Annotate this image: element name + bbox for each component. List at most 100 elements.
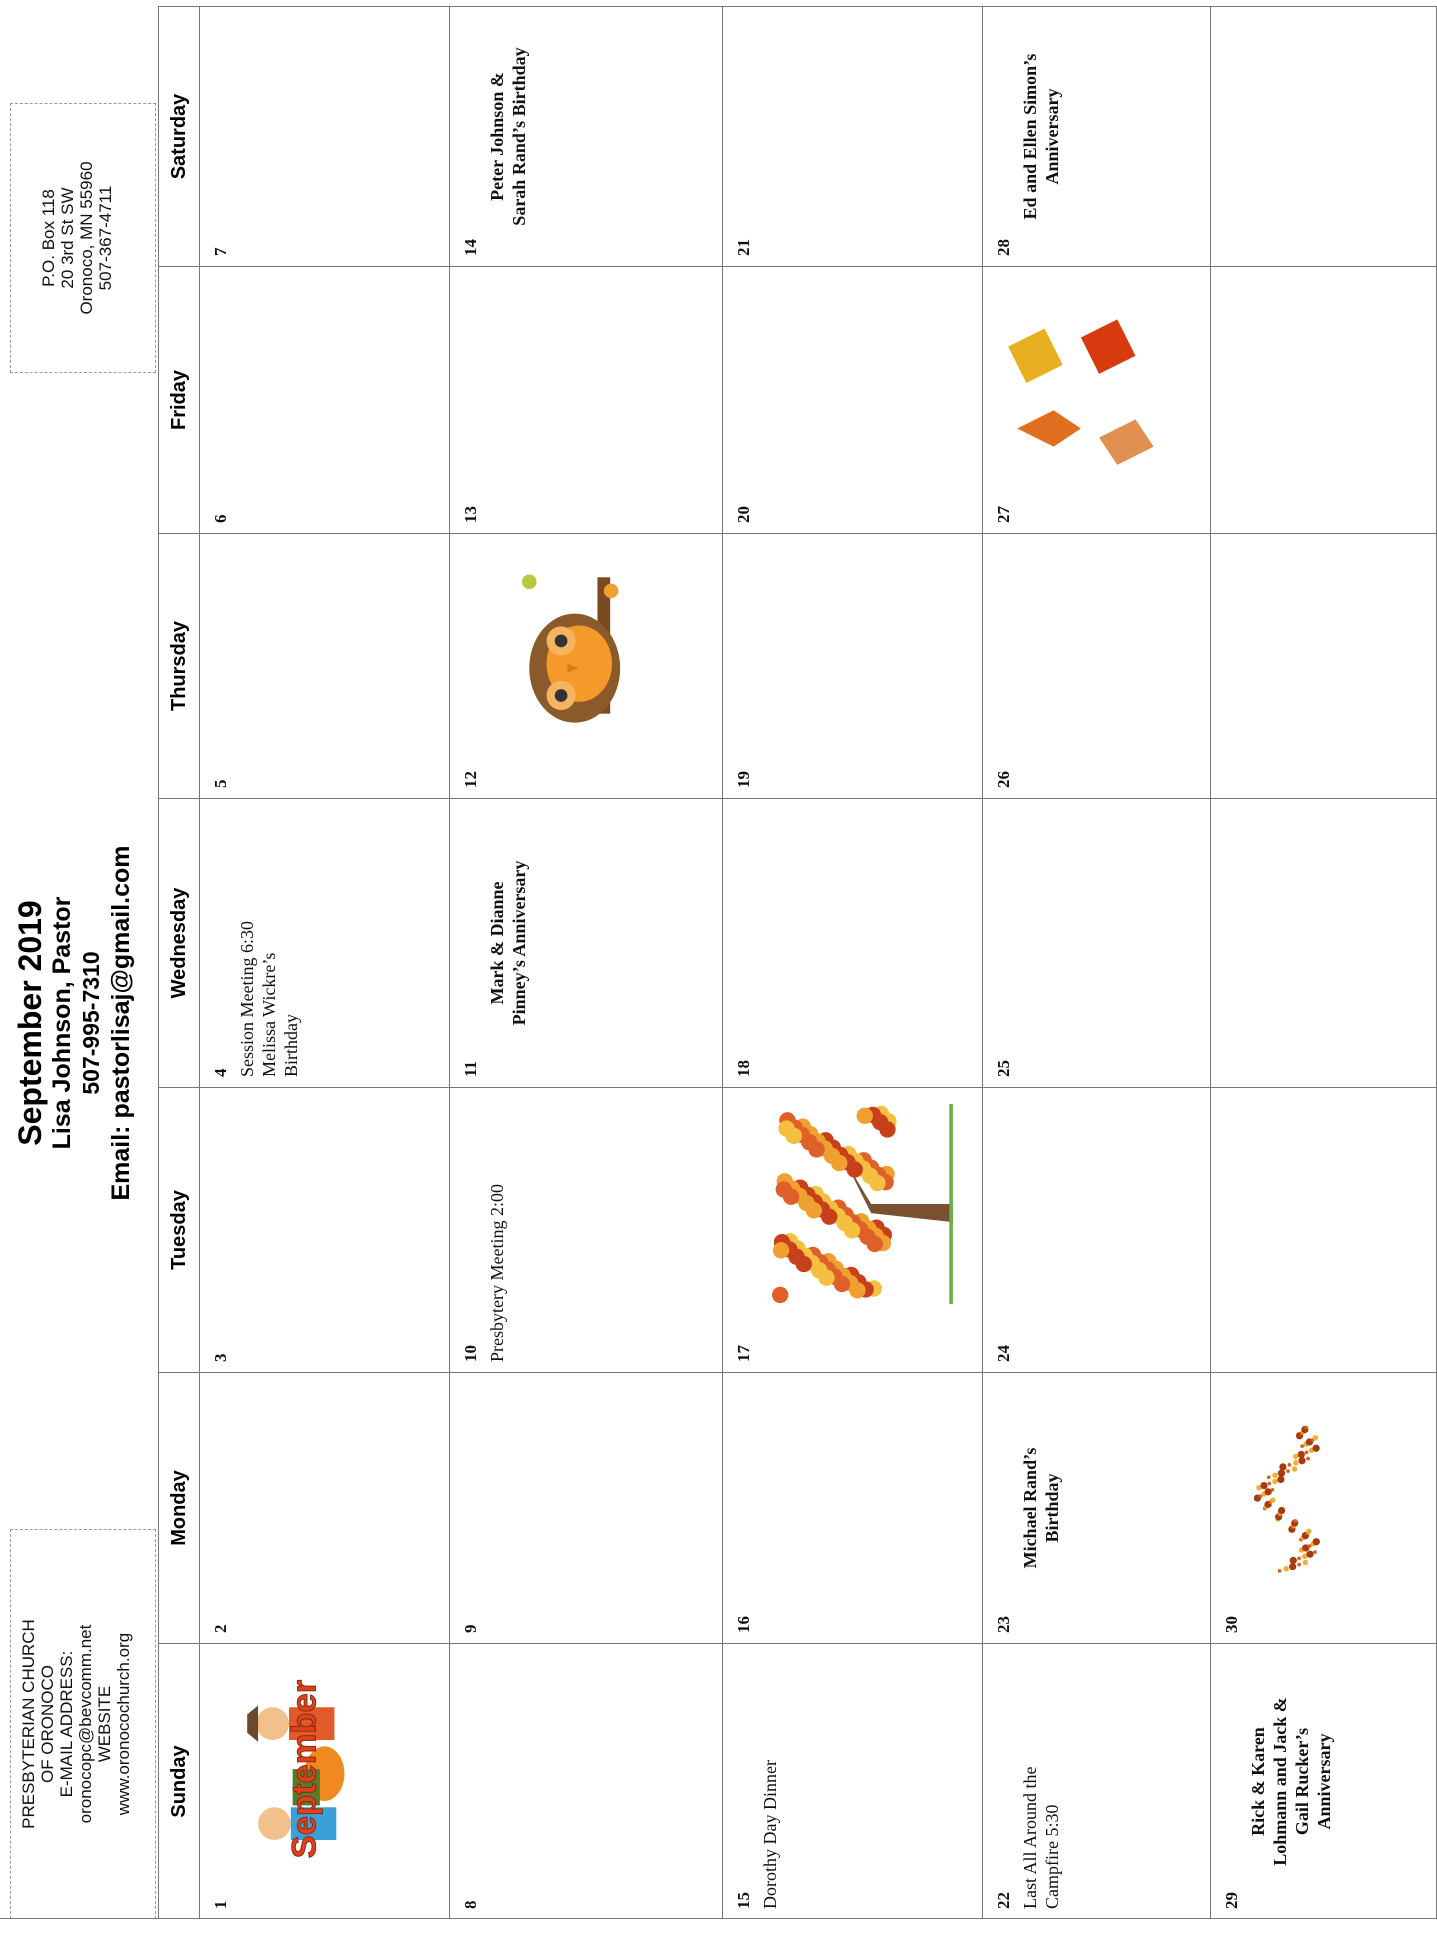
day-cell: 6 <box>200 266 450 533</box>
event-line: Pinney’s Anniversary <box>509 860 529 1026</box>
day-number: 6 <box>211 514 230 524</box>
day-cell: 25 <box>983 798 1211 1087</box>
day-cell: 2 <box>200 1372 450 1643</box>
day-cell: 4 Session Meeting 6:30 Melissa Wickre’s Bir… <box>200 798 450 1087</box>
day-number: 7 <box>211 247 230 257</box>
day-cell: 13 <box>450 266 723 533</box>
event-line: Mark & Dianne <box>487 881 507 1005</box>
clipart-text: September <box>285 1680 323 1858</box>
events: Mark & Dianne Pinney’s Anniversary <box>486 809 530 1077</box>
day-cell: 30 <box>1211 1372 1437 1643</box>
day-cell <box>1211 1087 1437 1372</box>
event-line: Melissa Wickre’s <box>259 952 279 1077</box>
address-line: 20 3rd St SW <box>58 187 77 289</box>
church-info: PRESBYTERIAN CHURCH OF ORONOCO E-MAIL ADDR… <box>10 1529 156 1919</box>
day-number: 9 <box>461 1624 480 1634</box>
church-line: PRESBYTERIAN CHURCH <box>19 1619 38 1829</box>
event-line: Last All Around the <box>1020 1766 1040 1910</box>
event-line: Birthday <box>1042 1473 1062 1543</box>
day-number: 21 <box>734 239 753 256</box>
day-cell: 28 Ed and Ellen Simon’s Anniversary <box>983 6 1211 266</box>
event-line: Anniversary <box>1042 88 1062 185</box>
church-line: OF ORONOCO <box>38 1664 57 1784</box>
day-cell: 7 <box>200 6 450 266</box>
church-line: oronocopc@bevcomm.net <box>76 1624 95 1824</box>
events: Dorothy Day Dinner <box>759 1654 781 1909</box>
day-number: 23 <box>994 1616 1013 1633</box>
day-cell: 27 <box>983 266 1211 533</box>
day-cell: 22 Last All Around the Campfire 5:30 <box>983 1643 1211 1919</box>
event-line: Rick & Karen <box>1248 1727 1268 1836</box>
events: Rick & Karen Lohmann and Jack & Gail Rucke… <box>1247 1654 1335 1909</box>
clipart <box>1253 1425 1320 1573</box>
event-line: Session Meeting 6:30 <box>237 921 257 1077</box>
event-line: Campfire 5:30 <box>1042 1804 1062 1909</box>
day-cell: 18 <box>723 798 983 1087</box>
day-cell <box>1211 266 1437 533</box>
events: Peter Johnson & Sarah Rand’s Birthday <box>486 17 530 256</box>
phone: 507-995-7310 <box>78 951 104 1095</box>
event-line: Gail Rucker’s <box>1292 1727 1312 1836</box>
address-line: Oronoco, MN 55960 <box>77 161 96 315</box>
address-line: P.O. Box 118 <box>39 189 58 287</box>
pastor: Lisa Johnson, Pastor <box>48 896 76 1150</box>
day-number: 24 <box>994 1345 1013 1362</box>
event-line: Dorothy Day Dinner <box>760 1760 780 1909</box>
day-cell: 10 Presbytery Meeting 2:00 <box>450 1087 723 1372</box>
day-cell: 24 <box>983 1087 1211 1372</box>
day-cell: 16 <box>723 1372 983 1643</box>
day-cell: 1 September <box>200 1643 450 1919</box>
events: Michael Rand’s Birthday <box>1019 1383 1063 1633</box>
event-line: Lohmann and Jack & <box>1270 1697 1290 1866</box>
day-name: Friday <box>158 266 200 533</box>
church-line: www.oronocochurch.org <box>114 1632 133 1816</box>
event-line: Anniversary <box>1314 1733 1334 1830</box>
day-cell: 11 Mark & Dianne Pinney’s Anniversary <box>450 798 723 1087</box>
day-cell: 17 <box>723 1087 983 1372</box>
day-cell <box>1211 533 1437 798</box>
day-number: 28 <box>994 239 1013 256</box>
day-number: 25 <box>994 1060 1013 1077</box>
day-number: 13 <box>461 506 480 523</box>
day-number: 11 <box>461 1060 480 1077</box>
day-name: Tuesday <box>158 1087 200 1372</box>
clipart <box>1008 319 1154 465</box>
day-cell: 5 <box>200 533 450 798</box>
address: P.O. Box 118 20 3rd St SW Oronoco, MN 5596… <box>10 103 156 373</box>
day-cell: 3 <box>200 1087 450 1372</box>
day-cell: 21 <box>723 6 983 266</box>
events: Session Meeting 6:30 Melissa Wickre’s Birt… <box>236 809 302 1077</box>
day-cell: 19 <box>723 533 983 798</box>
day-cell: 20 <box>723 266 983 533</box>
day-cell <box>1211 798 1437 1087</box>
church-line: WEBSITE <box>95 1685 114 1763</box>
event-line: Peter Johnson & <box>487 72 507 201</box>
day-number: 10 <box>461 1345 480 1362</box>
event-line: Ed and Ellen Simon’s <box>1020 53 1040 220</box>
day-number: 18 <box>734 1060 753 1077</box>
day-number: 29 <box>1222 1892 1241 1909</box>
events: Presbytery Meeting 2:00 <box>486 1098 508 1362</box>
day-number: 26 <box>994 771 1013 788</box>
day-number: 17 <box>734 1345 753 1362</box>
day-number: 22 <box>994 1892 1013 1909</box>
day-name: Thursday <box>158 533 200 798</box>
event-line: Sarah Rand’s Birthday <box>509 47 529 226</box>
day-cell: 8 <box>450 1643 723 1919</box>
day-cell: 26 <box>983 533 1211 798</box>
day-cell: 9 <box>450 1372 723 1643</box>
day-name: Saturday <box>158 6 200 266</box>
title-block: September 2019 Lisa Johnson, Pastor 507-… <box>12 613 158 1433</box>
day-number: 19 <box>734 771 753 788</box>
day-name: Sunday <box>158 1643 200 1919</box>
events: Ed and Ellen Simon’s Anniversary <box>1019 17 1063 256</box>
day-number: 8 <box>461 1900 480 1910</box>
clipart <box>522 574 621 723</box>
email: Email: pastorlisaj@gmail.com <box>107 845 135 1201</box>
events: Last All Around the Campfire 5:30 <box>1019 1654 1063 1910</box>
clipart: September <box>247 1679 345 1859</box>
day-number: 16 <box>734 1616 753 1633</box>
clipart <box>772 1104 953 1304</box>
